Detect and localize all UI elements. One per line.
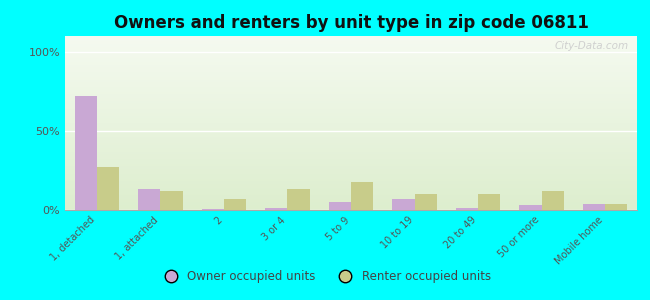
Bar [351,182,373,210]
Bar [519,205,541,210]
Bar [415,194,437,210]
Bar [478,194,500,210]
Bar [161,191,183,210]
Bar [329,202,351,210]
Bar [97,167,119,210]
Bar [75,96,97,210]
Bar [202,209,224,210]
Title: Owners and renters by unit type in zip code 06811: Owners and renters by unit type in zip c… [114,14,588,32]
Bar [265,208,287,210]
Bar [541,191,564,210]
Bar [583,204,605,210]
Text: City-Data.com: City-Data.com [554,41,629,51]
Legend: Owner occupied units, Renter occupied units: Owner occupied units, Renter occupied un… [154,266,496,288]
Bar [393,199,415,210]
Bar [287,189,309,210]
Bar [224,199,246,210]
Bar [138,189,161,210]
Bar [456,208,478,210]
Bar [605,204,627,210]
